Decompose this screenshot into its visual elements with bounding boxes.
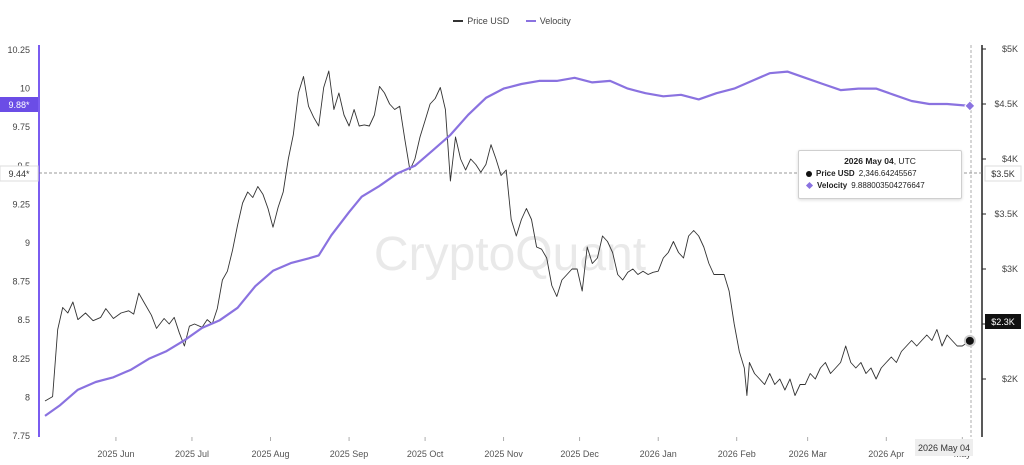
left-tick-label: 7.75 bbox=[12, 431, 30, 441]
right-tick-label: $4K bbox=[1002, 154, 1018, 164]
tooltip-velocity-value: 9.888003504276647 bbox=[851, 181, 925, 190]
watermark: CryptoQuant bbox=[374, 228, 646, 281]
series-layer bbox=[44, 70, 976, 417]
right-tick-label: $2K bbox=[1002, 374, 1018, 384]
tooltip-title: 2026 May 04, UTC bbox=[799, 156, 961, 166]
x-tick-label: 2025 Oct bbox=[407, 449, 444, 459]
x-axis-ticks: 2025 Jun 2025 Jul 2025 Aug 2025 Sep 2025 Oct… bbox=[97, 437, 971, 459]
left-tick-label: 8.5 bbox=[17, 315, 30, 325]
right-axis-price-badge bbox=[985, 314, 1021, 329]
right-crosshair-badge bbox=[984, 165, 1022, 182]
right-tick-label: $3K bbox=[1002, 264, 1018, 274]
tooltip-price-label: Price USD bbox=[816, 169, 855, 178]
left-tick-label: 9 bbox=[25, 238, 30, 248]
right-tick-label: $4.5K bbox=[994, 99, 1018, 109]
x-axis-date-label: 2026 May 04 bbox=[918, 443, 970, 453]
tooltip-velocity-label: Velocity bbox=[817, 181, 848, 190]
x-tick-label: 2025 Jul bbox=[175, 449, 209, 459]
legend-velocity-label: Velocity bbox=[539, 16, 571, 26]
left-tick-label: 8 bbox=[25, 392, 30, 402]
legend: Price USD Velocity bbox=[0, 14, 1024, 26]
tooltip-date: 2026 May 04 bbox=[844, 156, 894, 166]
x-tick-label: 2025 Aug bbox=[251, 449, 289, 459]
left-axis-velocity-marker: 9.88* bbox=[8, 100, 30, 110]
legend-price-label: Price USD bbox=[467, 16, 510, 26]
right-tick-label: $5K bbox=[1002, 44, 1018, 54]
velocity-diamond-icon bbox=[805, 181, 814, 190]
right-axis-price-marker: $2.3K bbox=[991, 317, 1015, 327]
velocity-swatch-icon bbox=[525, 20, 536, 22]
price-point-marker bbox=[965, 336, 974, 345]
tooltip-price-value: 2,346.64245567 bbox=[858, 169, 917, 178]
x-tick-label: 2025 Sep bbox=[330, 449, 369, 459]
right-axis-ticks: $2K$2.5K$3K$3.5K$4K$4.5K$5K bbox=[982, 44, 1018, 384]
price-dot-icon bbox=[806, 170, 812, 177]
velocity-series-line bbox=[44, 70, 970, 417]
x-tick-label: 2026 Apr bbox=[868, 449, 904, 459]
right-tick-label: $3.5K bbox=[994, 209, 1018, 219]
left-tick-label: 9.75 bbox=[12, 122, 30, 132]
tooltip-date-suffix: , UTC bbox=[893, 156, 916, 166]
x-tick-label: 2025 Jun bbox=[97, 449, 134, 459]
left-crosshair-badge bbox=[0, 165, 39, 182]
x-axis-date-badge bbox=[915, 439, 973, 456]
velocity-point-marker bbox=[964, 100, 976, 112]
price-series-line bbox=[44, 70, 971, 402]
x-tick-label: 2026 Feb bbox=[718, 449, 756, 459]
right-axis-crosshair-label: $3.5K bbox=[991, 169, 1015, 179]
x-tick-label: 2026 Jan bbox=[640, 449, 677, 459]
tooltip-row-velocity: Velocity 9.888003504276647 bbox=[805, 181, 961, 190]
left-tick-label: 10.25 bbox=[7, 45, 30, 55]
left-tick-label: 10 bbox=[20, 84, 30, 94]
legend-item-price[interactable]: Price USD bbox=[453, 16, 509, 26]
left-tick-label: 9.25 bbox=[12, 199, 30, 209]
x-tick-label: 2025 Dec bbox=[560, 449, 599, 459]
legend-item-velocity[interactable]: Velocity bbox=[525, 16, 571, 26]
tooltip: 2026 May 04, UTC Price USD 2,346.6424556… bbox=[798, 150, 962, 199]
left-tick-label: 8.75 bbox=[12, 277, 30, 287]
left-tick-label: 8.25 bbox=[12, 354, 30, 364]
left-axis-crosshair-label: 9.44* bbox=[8, 169, 30, 179]
x-tick-label: 2025 Nov bbox=[484, 449, 523, 459]
left-axis-badge bbox=[0, 97, 38, 112]
price-swatch-icon bbox=[453, 20, 464, 22]
tooltip-row-price: Price USD 2,346.64245567 bbox=[806, 169, 961, 178]
x-tick-label: 2026 Mar bbox=[789, 449, 827, 459]
